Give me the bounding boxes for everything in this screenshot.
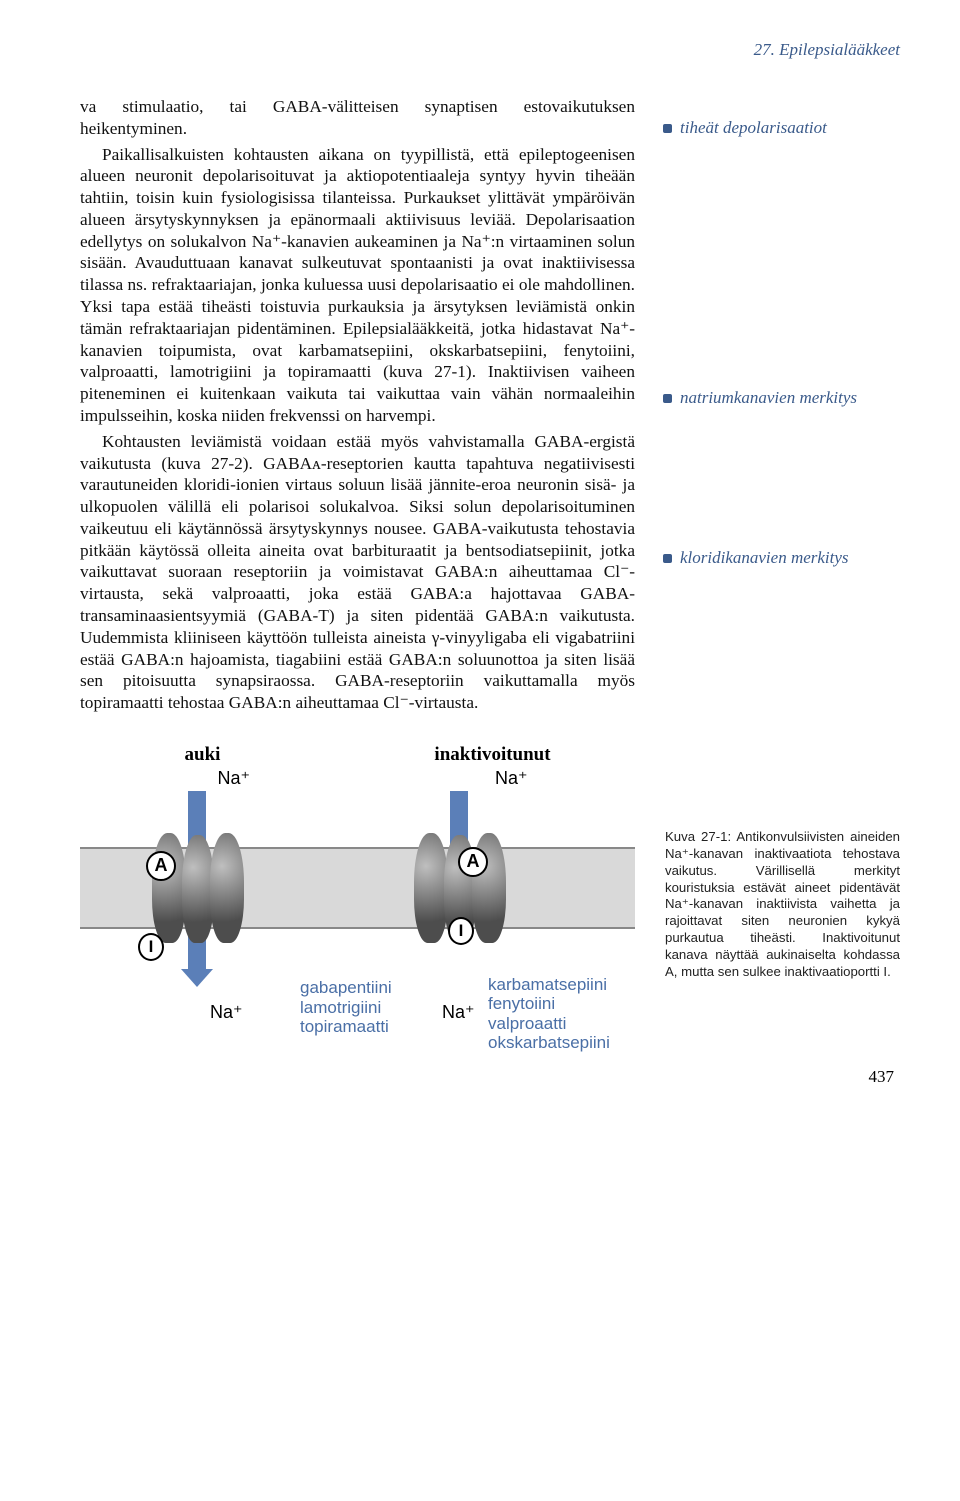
margin-note-3: kloridikanavien merkitys bbox=[663, 548, 900, 568]
membrane-diagram: A I A I Na⁺ gabapentiini lamotrigiini to… bbox=[80, 791, 635, 981]
drug-list-left: gabapentiini lamotrigiini topiramaatti bbox=[300, 978, 392, 1037]
na-label-bottom-mid: Na⁺ bbox=[442, 1002, 475, 1023]
state-label-inactivated: inaktivoitunut bbox=[393, 744, 593, 766]
activation-gate-icon: A bbox=[146, 851, 176, 881]
page-number: 437 bbox=[80, 1067, 900, 1087]
channel-inactivated: A I bbox=[418, 819, 502, 947]
activation-gate-icon: A bbox=[458, 847, 488, 877]
bullet-icon bbox=[663, 554, 672, 563]
na-label-top-right: Na⁺ bbox=[495, 768, 528, 789]
margin-note-1: tiheät depolarisaatiot bbox=[663, 118, 900, 138]
body-text: va stimulaatio, tai GABA-välitteisen syn… bbox=[80, 96, 635, 718]
para-2: Paikallisalkuisten kohtausten aikana on … bbox=[80, 144, 635, 427]
margin-note-2: natriumkanavien merkitys bbox=[663, 388, 900, 408]
na-label-bottom-left: Na⁺ bbox=[210, 1002, 243, 1023]
figure-27-1: auki inaktivoitunut Na⁺ Na⁺ A I A bbox=[80, 744, 635, 981]
figure-caption: Kuva 27-1: Antikonvulsiivisten aineiden … bbox=[665, 829, 900, 981]
para-3: Kohtausten leviämistä voidaan estää myös… bbox=[80, 431, 635, 714]
inactivation-gate-icon: I bbox=[138, 933, 164, 961]
chapter-header: 27. Epilepsialääkkeet bbox=[80, 40, 900, 60]
state-label-open: auki bbox=[123, 744, 283, 766]
para-1: va stimulaatio, tai GABA-välitteisen syn… bbox=[80, 96, 635, 140]
bullet-icon bbox=[663, 394, 672, 403]
bullet-icon bbox=[663, 124, 672, 133]
na-label-top-left: Na⁺ bbox=[218, 768, 251, 789]
channel-open: A I bbox=[156, 819, 240, 947]
drug-list-right: karbamatsepiini fenytoiini valproaatti o… bbox=[488, 975, 610, 1053]
inactivation-gate-icon: I bbox=[448, 917, 474, 945]
